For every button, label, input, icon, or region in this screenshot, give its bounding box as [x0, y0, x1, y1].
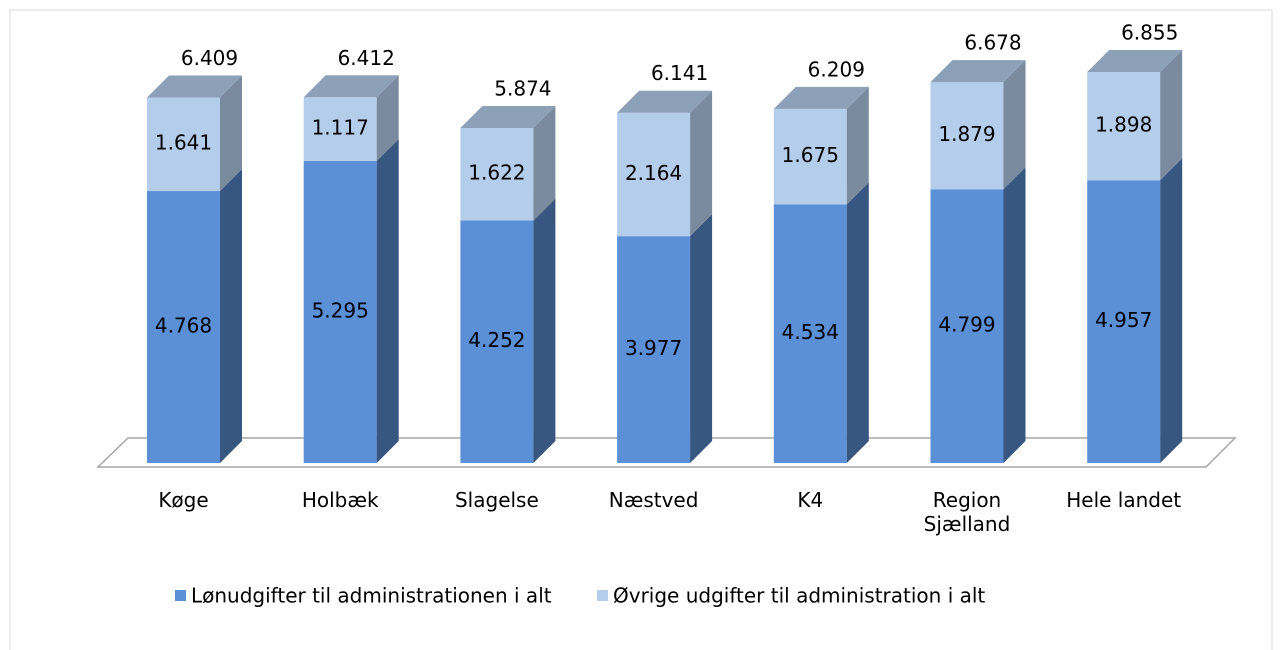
value-label: 5.295: [312, 298, 369, 322]
total-label: 6.209: [808, 57, 865, 81]
bar-side: [376, 75, 399, 161]
bar-side: [1003, 60, 1026, 190]
bar-front: [303, 160, 377, 464]
bar-top: [617, 90, 713, 113]
bar-front: [617, 112, 691, 237]
value-label: 4.534: [782, 320, 839, 344]
bar-top: [1087, 50, 1183, 72]
bar-front: [1087, 72, 1161, 181]
bar-side: [533, 198, 556, 464]
legend-swatch: [175, 590, 186, 601]
value-label: 1.622: [468, 161, 525, 185]
bar-side: [376, 138, 399, 464]
value-label: 4.957: [1095, 308, 1152, 332]
x-tick-label: Region Sjælland: [923, 488, 1011, 536]
total-label: 5.874: [494, 76, 551, 100]
value-label: 1.641: [155, 131, 212, 155]
bar-side: [533, 105, 556, 221]
legend-label: Øvrige udgifter til administration i alt: [613, 584, 985, 608]
bar-top: [773, 86, 869, 109]
total-label: 6.409: [181, 46, 238, 70]
x-tick-label: Holbæk: [301, 488, 379, 512]
bar-front: [460, 127, 534, 221]
bar-front: [617, 236, 691, 463]
bar-side: [846, 182, 869, 463]
bar-front: [930, 189, 1004, 463]
bar-front: [147, 97, 220, 192]
bar-top: [303, 75, 399, 98]
frame: [9, 9, 1273, 650]
bar-front: [773, 108, 847, 205]
value-label: 3.977: [625, 336, 682, 360]
bar-side: [846, 86, 869, 205]
legend-swatch: [597, 590, 608, 601]
x-tick-label: Slagelse: [454, 488, 539, 512]
value-label: 2.164: [625, 161, 682, 185]
bar-side: [220, 169, 242, 463]
bar-front: [460, 220, 534, 463]
value-label: 1.879: [938, 122, 995, 146]
x-tick-label: K4: [797, 488, 824, 512]
bar-front: [1087, 180, 1161, 463]
bar-side: [1003, 167, 1026, 463]
bar-side: [690, 214, 713, 463]
x-tick-label: Hele landet: [1066, 488, 1182, 512]
bar-front: [303, 97, 377, 161]
x-tick-label: Køge: [158, 488, 209, 512]
value-label: 4.252: [468, 328, 525, 352]
bar-side: [690, 90, 713, 237]
total-label: 6.678: [964, 31, 1021, 55]
bar-top: [460, 105, 556, 128]
bar-front: [773, 204, 847, 463]
bar-front: [147, 191, 220, 463]
value-label: 4.799: [938, 313, 995, 337]
value-label: 1.675: [782, 143, 839, 167]
bar-top: [930, 60, 1026, 83]
value-label: 1.898: [1095, 113, 1152, 137]
x-tick-label: Næstved: [608, 488, 699, 512]
bar-front: [930, 82, 1004, 190]
total-label: 6.412: [338, 46, 395, 70]
legend-label: Lønudgifter til administrationen i alt: [191, 584, 552, 608]
value-label: 1.117: [312, 116, 369, 140]
bar-side: [1160, 50, 1183, 181]
total-label: 6.141: [651, 61, 708, 85]
bar-top: [147, 75, 242, 98]
total-label: 6.855: [1121, 21, 1178, 45]
value-label: 4.768: [155, 314, 212, 338]
bar-side: [1160, 158, 1183, 463]
bar-side: [220, 75, 242, 192]
